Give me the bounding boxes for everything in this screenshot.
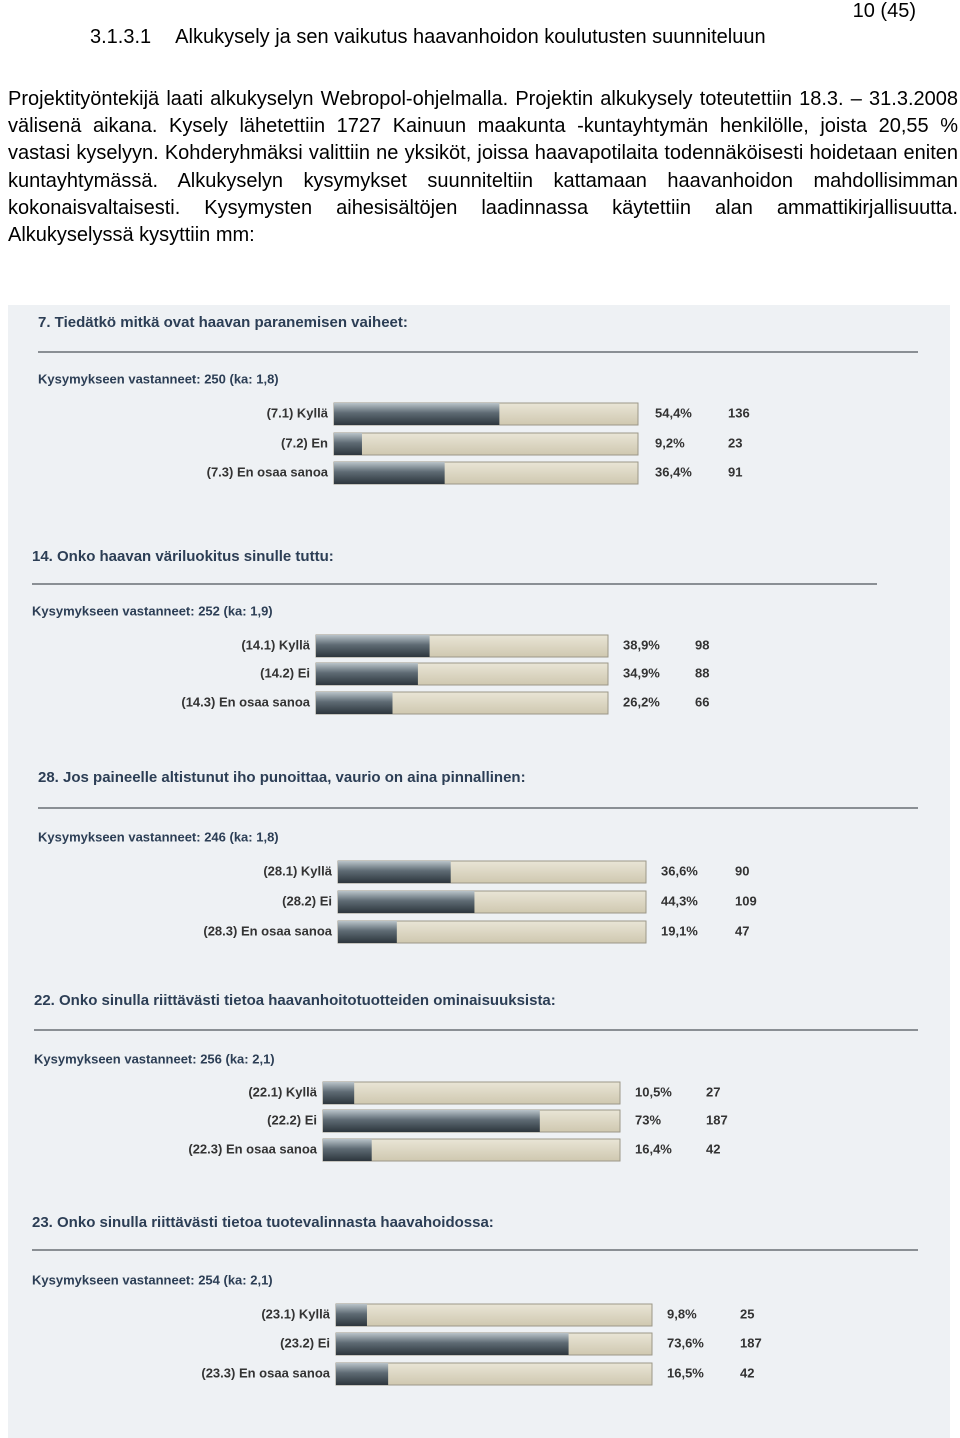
option-label: (22.2) Ei <box>267 1112 317 1127</box>
option-label: (23.3) En osaa sanoa <box>201 1365 330 1380</box>
option-label: (28.3) En osaa sanoa <box>203 923 332 938</box>
paragraph: Projektityöntekijä laati alkukyselyn Web… <box>8 88 958 247</box>
bar <box>336 1304 367 1326</box>
option-label: (7.1) Kyllä <box>267 405 329 420</box>
option-label: (23.1) Kyllä <box>261 1306 330 1321</box>
option-label: (28.2) Ei <box>282 893 332 908</box>
section-heading: 3.1.3.1 Alkukysely ja sen vaikutus haavan… <box>90 26 766 49</box>
respondents: Kysymykseen vastanneet: 256 (ka: 2,1) <box>34 1051 275 1066</box>
bar <box>323 1110 540 1132</box>
option-label: (22.1) Kyllä <box>248 1084 317 1099</box>
bar-track <box>335 1303 653 1327</box>
count-label: 47 <box>735 923 749 938</box>
respondents: Kysymykseen vastanneet: 252 (ka: 1,9) <box>32 603 273 618</box>
count-label: 42 <box>740 1365 754 1380</box>
question-title: 14. Onko haavan väriluokitus sinulle tut… <box>32 548 334 565</box>
count-label: 91 <box>728 464 742 479</box>
count-label: 42 <box>706 1141 720 1156</box>
count-label: 23 <box>728 435 742 450</box>
percent-label: 9,8% <box>667 1306 697 1321</box>
count-label: 25 <box>740 1306 754 1321</box>
question-title: 22. Onko sinulla riittävästi tietoa haav… <box>34 992 556 1009</box>
page-number: 10 (45) <box>852 0 916 22</box>
bar <box>334 403 500 425</box>
question-title: 23. Onko sinulla riittävästi tietoa tuot… <box>32 1214 494 1231</box>
bar <box>338 861 451 883</box>
bar <box>316 663 418 685</box>
option-label: (23.2) Ei <box>280 1335 330 1350</box>
section-title: Alkukysely ja sen vaikutus haavanhoidon … <box>175 26 766 48</box>
section-number: 3.1.3.1 <box>90 26 152 48</box>
bar <box>323 1139 372 1161</box>
count-label: 187 <box>706 1112 728 1127</box>
bar <box>336 1363 389 1385</box>
percent-label: 10,5% <box>635 1084 672 1099</box>
percent-label: 16,4% <box>635 1141 672 1156</box>
respondents: Kysymykseen vastanneet: 246 (ka: 1,8) <box>38 829 279 844</box>
option-label: (14.2) Ei <box>260 665 310 680</box>
option-label: (14.3) En osaa sanoa <box>181 694 310 709</box>
bar <box>316 635 430 657</box>
bar <box>338 891 475 913</box>
percent-label: 44,3% <box>661 893 698 908</box>
question-title: 7. Tiedätkö mitkä ovat haavan paranemise… <box>38 314 408 331</box>
count-label: 27 <box>706 1084 720 1099</box>
percent-label: 9,2% <box>655 435 685 450</box>
percent-label: 16,5% <box>667 1365 704 1380</box>
bar <box>338 921 397 943</box>
option-label: (7.2) En <box>281 435 328 450</box>
percent-label: 26,2% <box>623 694 660 709</box>
bar <box>316 692 393 714</box>
count-label: 90 <box>735 863 749 878</box>
question-title: 28. Jos paineelle altistunut iho punoitt… <box>38 769 526 786</box>
percent-label: 73% <box>635 1112 661 1127</box>
percent-label: 19,1% <box>661 923 698 938</box>
count-label: 187 <box>740 1335 762 1350</box>
bar <box>336 1333 569 1355</box>
bar <box>334 433 362 455</box>
count-label: 88 <box>695 665 709 680</box>
bar-track <box>322 1081 621 1105</box>
option-label: (22.3) En osaa sanoa <box>188 1141 317 1156</box>
option-label: (28.1) Kyllä <box>263 863 332 878</box>
count-label: 109 <box>735 893 757 908</box>
bar-track <box>333 432 639 456</box>
bar <box>334 462 445 484</box>
option-label: (7.3) En osaa sanoa <box>207 464 329 479</box>
respondents: Kysymykseen vastanneet: 250 (ka: 1,8) <box>38 371 279 386</box>
percent-label: 34,9% <box>623 665 660 680</box>
percent-label: 36,6% <box>661 863 698 878</box>
percent-label: 73,6% <box>667 1335 704 1350</box>
option-label: (14.1) Kyllä <box>241 637 310 652</box>
percent-label: 54,4% <box>655 405 692 420</box>
count-label: 66 <box>695 694 709 709</box>
bar <box>323 1082 355 1104</box>
respondents: Kysymykseen vastanneet: 254 (ka: 2,1) <box>32 1272 273 1287</box>
percent-label: 38,9% <box>623 637 660 652</box>
percent-label: 36,4% <box>655 464 692 479</box>
count-label: 98 <box>695 637 709 652</box>
count-label: 136 <box>728 405 750 420</box>
